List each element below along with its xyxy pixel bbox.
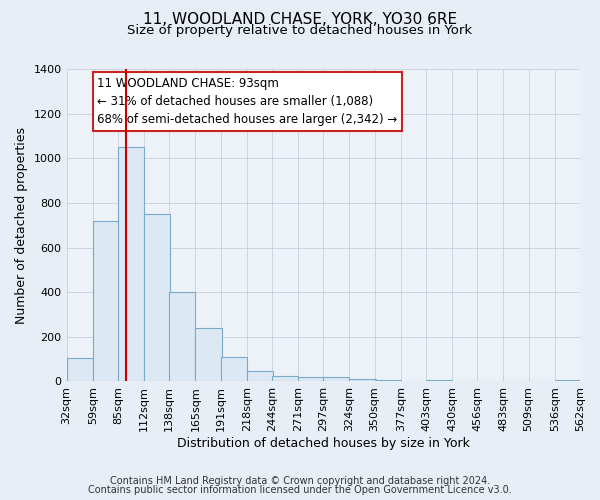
Bar: [374, 380, 401, 382]
Bar: [196, 328, 221, 382]
Bar: [67, 358, 92, 382]
X-axis label: Distribution of detached houses by size in York: Distribution of detached houses by size …: [177, 437, 470, 450]
Bar: [144, 214, 170, 382]
Bar: [118, 147, 144, 382]
Text: Contains public sector information licensed under the Open Government Licence v3: Contains public sector information licen…: [88, 485, 512, 495]
Bar: [221, 357, 247, 382]
Text: Contains HM Land Registry data © Crown copyright and database right 2024.: Contains HM Land Registry data © Crown c…: [110, 476, 490, 486]
Y-axis label: Number of detached properties: Number of detached properties: [15, 126, 28, 324]
Bar: [92, 221, 119, 382]
Bar: [426, 380, 452, 382]
Bar: [169, 292, 196, 382]
Bar: [298, 376, 324, 382]
Text: 11, WOODLAND CHASE, YORK, YO30 6RE: 11, WOODLAND CHASE, YORK, YO30 6RE: [143, 12, 457, 28]
Bar: [247, 371, 273, 382]
Bar: [323, 377, 349, 382]
Text: Size of property relative to detached houses in York: Size of property relative to detached ho…: [127, 24, 473, 37]
Text: 11 WOODLAND CHASE: 93sqm
← 31% of detached houses are smaller (1,088)
68% of sem: 11 WOODLAND CHASE: 93sqm ← 31% of detach…: [97, 77, 398, 126]
Bar: [555, 380, 581, 382]
Bar: [272, 376, 298, 382]
Bar: [349, 379, 376, 382]
